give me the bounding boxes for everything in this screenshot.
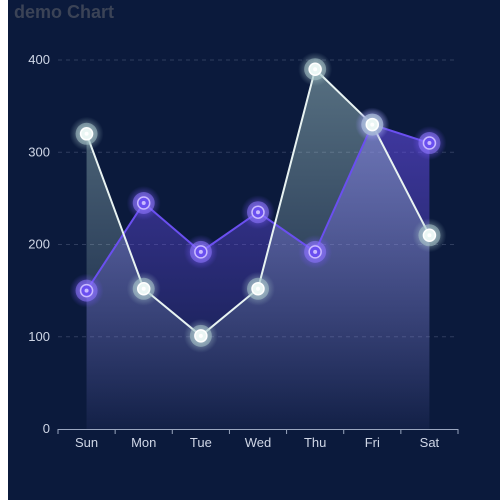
series-1-point [241,271,275,306]
x-tick-label: Fri [365,435,380,450]
series-0-point [412,126,447,161]
series-1-point [412,218,447,253]
y-tick-label: 200 [28,237,50,252]
series-1-area [86,69,430,429]
x-tick-label: Sun [75,435,98,450]
series-0-point [126,185,161,220]
series-0-point [298,234,333,269]
series-1-point [69,116,104,151]
series-1-point [126,271,161,306]
x-tick-label: Mon [131,435,156,450]
y-tick-label: 400 [28,52,50,67]
chart-title: demo Chart [14,2,115,22]
series-0-point [183,234,218,269]
y-tick-label: 0 [43,421,50,436]
series-0-point [241,195,275,230]
series-1-point [298,52,333,87]
series-0-point [69,273,104,308]
series-1-point [183,318,218,353]
x-tick-label: Wed [245,435,272,450]
x-tick-label: Thu [304,435,326,450]
x-tick-label: Sat [420,435,440,450]
series-1-point [355,107,390,142]
y-tick-label: 300 [28,144,50,159]
y-tick-label: 100 [28,329,50,344]
x-tick-label: Tue [190,435,212,450]
